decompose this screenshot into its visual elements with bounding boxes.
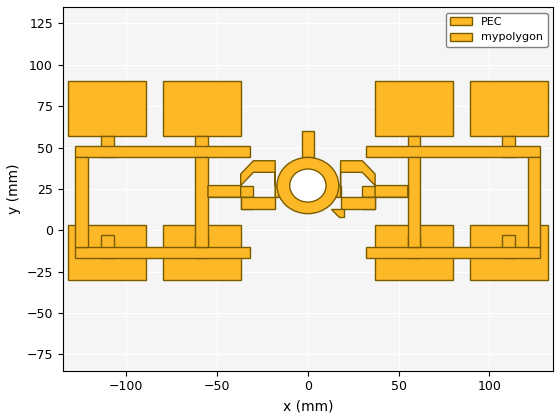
Bar [76, 247, 250, 258]
Bar [162, 225, 241, 280]
Bar [76, 146, 250, 158]
Bar [366, 247, 540, 258]
Bar [362, 197, 375, 209]
Bar [332, 186, 340, 197]
Bar [195, 158, 208, 247]
Circle shape [290, 169, 326, 202]
Y-axis label: y (mm): y (mm) [7, 164, 21, 214]
Bar [528, 158, 540, 247]
Polygon shape [332, 209, 344, 217]
Polygon shape [328, 161, 408, 197]
Bar [502, 235, 515, 258]
Circle shape [277, 158, 339, 214]
Bar [162, 81, 241, 136]
Bar [68, 81, 146, 136]
Bar [340, 197, 375, 209]
Bar [76, 158, 88, 247]
Bar [68, 225, 146, 280]
Bar [101, 235, 114, 258]
Bar [275, 186, 284, 197]
Bar [101, 136, 114, 158]
Bar [469, 81, 548, 136]
Bar [208, 186, 254, 197]
Bar [366, 146, 540, 158]
Bar [408, 136, 421, 158]
Bar [241, 197, 275, 209]
Bar [502, 136, 515, 158]
X-axis label: x (mm): x (mm) [283, 399, 333, 413]
Bar [301, 131, 314, 158]
Bar [469, 225, 548, 280]
Bar [375, 225, 453, 280]
Bar [195, 136, 208, 158]
Legend: PEC, mypolygon: PEC, mypolygon [446, 13, 548, 47]
Bar [375, 81, 453, 136]
Polygon shape [208, 161, 288, 197]
Bar [241, 197, 254, 209]
Bar [408, 235, 421, 258]
Bar [362, 186, 408, 197]
Bar [195, 235, 208, 258]
Bar [408, 158, 421, 247]
